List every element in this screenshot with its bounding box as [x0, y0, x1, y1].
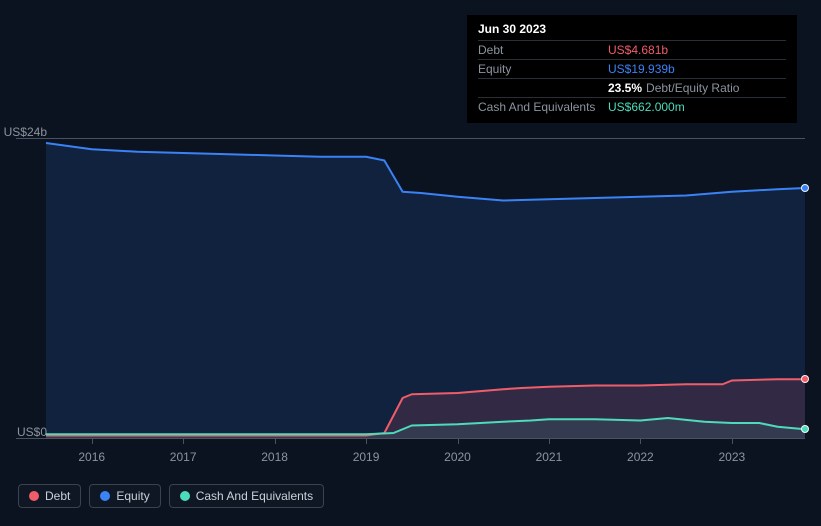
tooltip-date: Jun 30 2023 [478, 22, 786, 41]
x-tick-mark [275, 438, 276, 444]
series-end-marker-equity [801, 184, 809, 192]
x-tick-mark [183, 438, 184, 444]
x-axis-label: 2016 [78, 450, 105, 464]
tooltip-row: 23.5%Debt/Equity Ratio [478, 79, 786, 98]
x-axis-label: 2017 [170, 450, 197, 464]
x-tick-mark [732, 438, 733, 444]
tooltip-ratio: 23.5%Debt/Equity Ratio [608, 81, 739, 95]
tooltip-value: US$19.939b [608, 62, 675, 76]
tooltip-value: US$662.000m [608, 100, 685, 114]
legend-label: Equity [116, 489, 149, 503]
legend-item-debt[interactable]: Debt [18, 484, 81, 508]
x-axis-label: 2023 [718, 450, 745, 464]
x-axis-label: 2020 [444, 450, 471, 464]
tooltip-label: Equity [478, 62, 608, 76]
tooltip-value: US$4.681b [608, 43, 668, 57]
series-end-marker-cash [801, 425, 809, 433]
legend-item-cash[interactable]: Cash And Equivalents [169, 484, 324, 508]
x-tick-mark [549, 438, 550, 444]
financials-area-chart: Jun 30 2023DebtUS$4.681bEquityUS$19.939b… [0, 0, 821, 526]
legend-swatch [100, 491, 110, 501]
x-axis-label: 2018 [261, 450, 288, 464]
tooltip-label: Cash And Equivalents [478, 100, 608, 114]
legend-item-equity[interactable]: Equity [89, 484, 160, 508]
tooltip-row: Cash And EquivalentsUS$662.000m [478, 98, 786, 116]
tooltip-row: EquityUS$19.939b [478, 60, 786, 79]
legend-swatch [29, 491, 39, 501]
x-tick-mark [458, 438, 459, 444]
x-axis-label: 2021 [536, 450, 563, 464]
x-tick-mark [640, 438, 641, 444]
series-end-marker-debt [801, 375, 809, 383]
legend-swatch [180, 491, 190, 501]
tooltip-row: DebtUS$4.681b [478, 41, 786, 60]
legend-label: Cash And Equivalents [196, 489, 313, 503]
x-axis-label: 2019 [353, 450, 380, 464]
tooltip-label: Debt [478, 43, 608, 57]
legend-label: Debt [45, 489, 70, 503]
chart-tooltip: Jun 30 2023DebtUS$4.681bEquityUS$19.939b… [467, 15, 797, 123]
x-axis-label: 2022 [627, 450, 654, 464]
tooltip-label [478, 81, 608, 95]
x-tick-mark [366, 438, 367, 444]
x-tick-mark [92, 438, 93, 444]
chart-legend: Debt Equity Cash And Equivalents [18, 484, 324, 508]
